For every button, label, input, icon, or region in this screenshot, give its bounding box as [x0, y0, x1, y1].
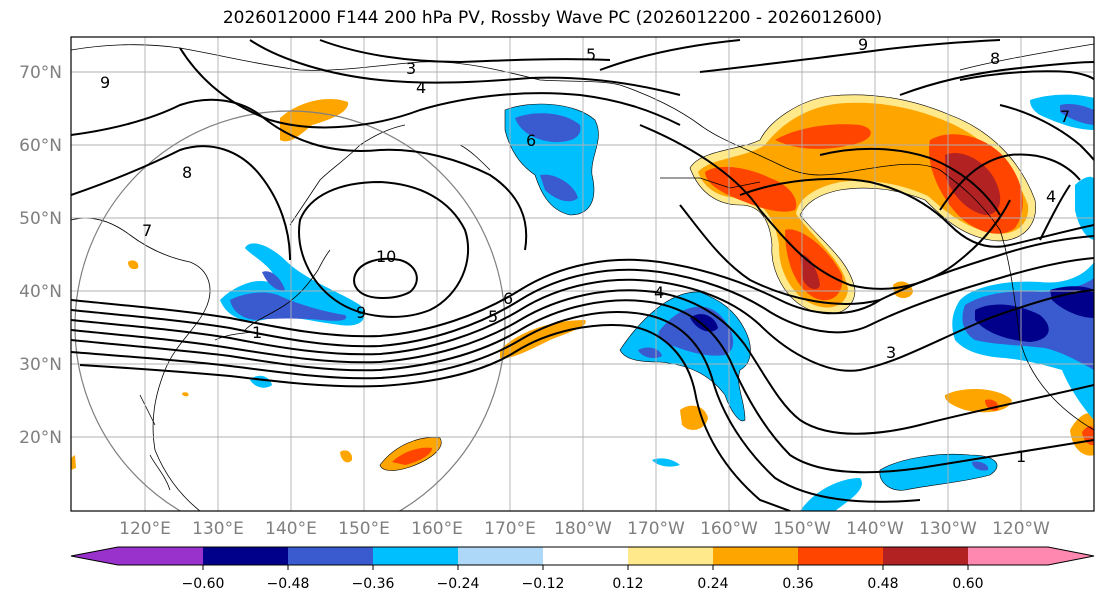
- colorbar-extend-right: [1048, 547, 1094, 565]
- contour-label: 7: [142, 221, 152, 240]
- colorbar-swatch: [458, 547, 543, 565]
- lat-label: 50°N: [19, 209, 62, 229]
- lat-label: 60°N: [19, 136, 62, 156]
- colorbar-swatch: [203, 547, 288, 565]
- graticule: [71, 37, 1094, 511]
- colorbar-swatch: [628, 547, 713, 565]
- map-title: 2026012000 F144 200 hPa PV, Rossby Wave …: [222, 8, 883, 28]
- colorbar-tick-label: 0.48: [867, 576, 898, 592]
- colorbar-swatch: [883, 547, 968, 565]
- colorbar-tick-label: −0.12: [522, 576, 565, 592]
- contour-label: 5: [488, 307, 498, 326]
- lon-label: 140°E: [265, 519, 317, 539]
- colorbar-swatch: [798, 547, 883, 565]
- lon-label: 120°E: [119, 519, 171, 539]
- colorbar-swatch: [543, 547, 628, 565]
- lon-label: 180°W: [554, 519, 612, 539]
- colorbar-tick-label: −0.24: [437, 576, 480, 592]
- colorbar-tick-label: 0.12: [612, 576, 643, 592]
- lon-label: 160°W: [700, 519, 758, 539]
- contour-label: 4: [654, 283, 664, 302]
- lat-label: 30°N: [19, 355, 62, 375]
- lat-label: 70°N: [19, 63, 62, 83]
- contour-label: 1: [252, 323, 262, 342]
- lon-label: 150°E: [338, 519, 390, 539]
- lon-label: 130°W: [919, 519, 977, 539]
- contour-label: 10: [376, 247, 396, 266]
- lon-label: 120°W: [992, 519, 1050, 539]
- latitude-labels: 70°N 60°N 50°N 40°N 30°N 20°N: [19, 63, 62, 448]
- colorbar-swatch: [373, 547, 458, 565]
- colorbar-swatch: [968, 547, 1048, 565]
- pv-contours: [71, 39, 1094, 511]
- great-circle-ring: [74, 110, 506, 511]
- colorbar-swatch: [288, 547, 373, 565]
- lon-label: 160°E: [411, 519, 463, 539]
- contour-label: 8: [990, 49, 1000, 68]
- contour-label: 9: [858, 35, 868, 54]
- contour-label: 5: [586, 45, 596, 64]
- lon-label: 170°W: [627, 519, 685, 539]
- colorbar-tick-label: 0.36: [782, 576, 813, 592]
- contour-label: 3: [886, 343, 896, 362]
- colorbar-tick-label: −0.48: [267, 576, 310, 592]
- colorbar: −0.60 −0.48 −0.36 −0.24 −0.12 0.12 0.24 …: [70, 546, 1095, 592]
- colorbar-swatch: [713, 547, 798, 565]
- lat-label: 20°N: [19, 428, 62, 448]
- contour-label: 9: [356, 303, 366, 322]
- contour-label: 4: [1046, 187, 1056, 206]
- longitude-labels: 120°E 130°E 140°E 150°E 160°E 170°E 180°…: [119, 519, 1050, 539]
- contour-label-group: 9 3 4 5 9 8 8 7 10 9 5 6 4 3 1 4 7 6 1: [100, 35, 1070, 466]
- positive-anomaly-kamchatka: [280, 98, 349, 142]
- contour-label: 8: [182, 163, 192, 182]
- colorbar-ticks: [202, 565, 969, 570]
- positive-anomaly-gulf-alaska-inner: [705, 166, 797, 212]
- contour-label: 7: [1060, 107, 1070, 126]
- pv-anomaly-shading: [71, 94, 1094, 511]
- contour-label: 6: [503, 289, 513, 308]
- colorbar-swatch: [118, 547, 203, 565]
- lon-label: 140°W: [846, 519, 904, 539]
- lon-label: 150°W: [773, 519, 831, 539]
- colorbar-tick-label: 0.60: [952, 576, 983, 592]
- lon-label: 130°E: [192, 519, 244, 539]
- colorbar-extend-left: [71, 547, 118, 565]
- lat-label: 40°N: [19, 282, 62, 302]
- colorbar-tick-label: −0.36: [352, 576, 395, 592]
- contour-label: 4: [416, 78, 426, 97]
- colorbar-outline: [70, 546, 1095, 566]
- contour-label: 6: [526, 131, 536, 150]
- contour-label: 1: [1016, 447, 1026, 466]
- contour-label: 3: [406, 59, 416, 78]
- map-frame: [70, 36, 1095, 512]
- contour-label: 9: [100, 73, 110, 92]
- colorbar-tick-label: −0.60: [182, 576, 225, 592]
- colorbar-tick-label: 0.24: [697, 576, 728, 592]
- lon-label: 170°E: [484, 519, 536, 539]
